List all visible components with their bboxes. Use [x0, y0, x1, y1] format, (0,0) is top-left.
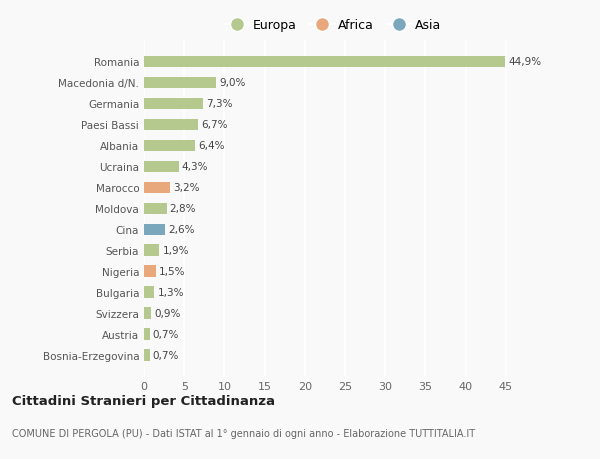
Bar	[144, 224, 165, 235]
Text: 1,9%: 1,9%	[163, 246, 189, 256]
Text: 2,8%: 2,8%	[170, 204, 196, 214]
Bar	[144, 140, 196, 152]
Text: 6,4%: 6,4%	[199, 141, 225, 151]
Text: 44,9%: 44,9%	[508, 57, 541, 67]
Bar	[144, 56, 505, 68]
Text: 1,5%: 1,5%	[159, 267, 186, 277]
Legend: Europa, Africa, Asia: Europa, Africa, Asia	[220, 14, 446, 37]
Bar	[144, 329, 149, 340]
Bar	[144, 161, 179, 173]
Text: 0,7%: 0,7%	[153, 330, 179, 340]
Bar	[144, 266, 156, 277]
Bar	[144, 308, 151, 319]
Bar	[144, 119, 198, 131]
Text: 2,6%: 2,6%	[168, 225, 194, 235]
Text: Cittadini Stranieri per Cittadinanza: Cittadini Stranieri per Cittadinanza	[12, 394, 275, 407]
Text: 9,0%: 9,0%	[220, 78, 246, 88]
Text: COMUNE DI PERGOLA (PU) - Dati ISTAT al 1° gennaio di ogni anno - Elaborazione TU: COMUNE DI PERGOLA (PU) - Dati ISTAT al 1…	[12, 428, 475, 438]
Text: 6,7%: 6,7%	[201, 120, 227, 130]
Bar	[144, 98, 203, 110]
Text: 0,9%: 0,9%	[154, 308, 181, 319]
Text: 1,3%: 1,3%	[158, 288, 184, 297]
Bar	[144, 245, 159, 257]
Bar	[144, 350, 149, 361]
Text: 3,2%: 3,2%	[173, 183, 199, 193]
Bar	[144, 287, 154, 298]
Text: 7,3%: 7,3%	[206, 99, 232, 109]
Bar	[144, 78, 217, 89]
Text: 0,7%: 0,7%	[153, 350, 179, 360]
Bar	[144, 203, 167, 215]
Text: 4,3%: 4,3%	[182, 162, 208, 172]
Bar	[144, 182, 170, 194]
